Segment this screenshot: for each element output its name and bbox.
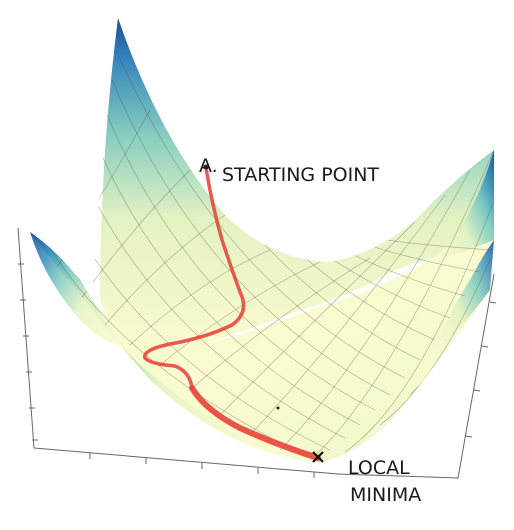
start-point [203,164,209,170]
descent-path-lower [189,385,321,461]
descent-path-upper [142,166,246,390]
axes-frame [17,227,497,479]
axis-right [337,273,495,479]
x-mark-icon [312,451,324,463]
starting-point-label: STARTING POINT [222,164,379,186]
axis-ticks [18,263,497,478]
axis-bottom [33,447,339,475]
surface-right-wing [430,150,494,262]
surface-back-sheet [100,18,494,352]
loss-surface [30,18,494,462]
local-minima-label-line2: MINIMA [350,484,421,506]
surface-dot [276,406,280,410]
local-minima-label-line1: LOCAL [348,457,410,479]
gradient-descent-path [142,166,321,461]
axis-left [17,227,35,449]
start-marker-label: A. [199,155,218,177]
